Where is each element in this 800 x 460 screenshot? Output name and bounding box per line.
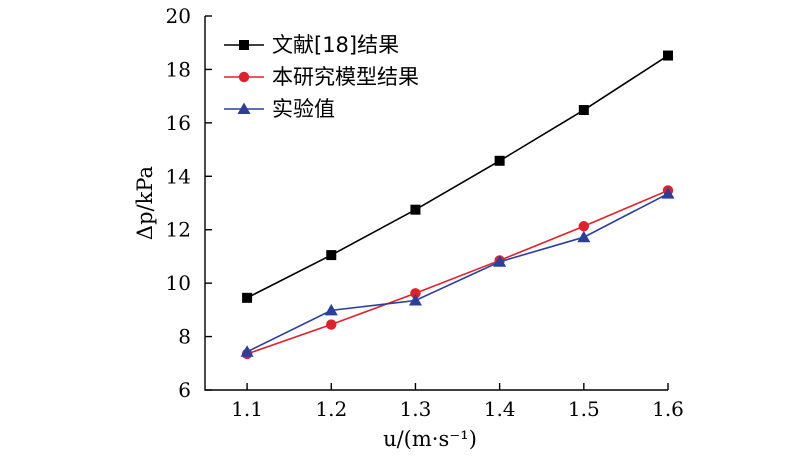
data-point	[661, 187, 675, 199]
data-point	[410, 288, 421, 299]
data-point	[242, 292, 253, 303]
legend-marker	[237, 102, 251, 114]
x-tick-label: 1.6	[652, 397, 684, 421]
legend-item-3: 实验值	[224, 97, 335, 121]
data-point	[240, 345, 254, 357]
y-tick-label: 18	[166, 57, 191, 81]
x-tick-label: 1.5	[568, 397, 600, 421]
y-tick-label: 6	[178, 378, 191, 402]
data-point	[663, 50, 673, 61]
tick-labels: 1.1 1.2 1.3 1.4 1.5 1.6 6 8 10 12 14 16 18 20	[166, 4, 684, 421]
legend-label: 本研究模型结果	[272, 65, 419, 89]
legend-marker	[238, 71, 250, 83]
data-point	[493, 255, 507, 267]
legend-item-1: 文献[18]结果	[224, 33, 399, 57]
legend-item-2: 本研究模型结果	[224, 65, 419, 89]
legend-label: 文献[18]结果	[272, 33, 399, 57]
data-point	[324, 303, 338, 316]
y-axis-title: Δp/kPa	[133, 166, 157, 240]
x-axis-title: u/(m·s⁻¹)	[383, 427, 477, 451]
y-tick-label: 8	[178, 325, 191, 349]
series-line	[246, 54, 669, 299]
data-point	[577, 230, 591, 243]
series-3	[240, 187, 675, 357]
tick-marks	[205, 15, 669, 391]
series-line	[246, 192, 669, 353]
data-point	[408, 294, 422, 306]
x-tick-label: 1.2	[315, 397, 347, 421]
x-tick-label: 1.4	[484, 397, 516, 421]
legend-marker	[239, 40, 249, 50]
data-point	[326, 250, 337, 261]
y-tick-label: 16	[166, 111, 191, 135]
series-2	[241, 185, 674, 360]
data-point	[578, 221, 590, 232]
series-1	[242, 50, 673, 303]
series-group	[240, 50, 675, 360]
y-tick-label: 14	[166, 164, 191, 188]
data-point	[578, 105, 589, 116]
y-tick-label: 10	[166, 271, 191, 295]
series-line	[246, 189, 669, 355]
data-point	[494, 155, 505, 166]
y-tick-label: 12	[166, 218, 191, 242]
legend-label: 实验值	[272, 97, 335, 121]
x-tick-label: 1.3	[400, 397, 432, 421]
data-point	[410, 204, 421, 215]
data-point	[326, 319, 337, 330]
y-tick-label: 20	[166, 4, 191, 28]
x-tick-label: 1.1	[231, 397, 263, 421]
